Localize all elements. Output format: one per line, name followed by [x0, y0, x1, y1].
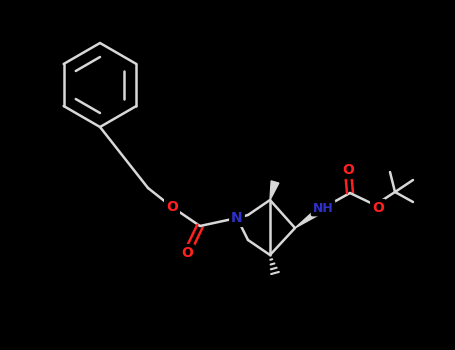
Text: O: O: [372, 201, 384, 215]
Text: O: O: [181, 246, 193, 260]
Polygon shape: [270, 181, 279, 200]
Text: NH: NH: [313, 202, 334, 215]
Text: N: N: [231, 211, 243, 225]
Text: O: O: [342, 163, 354, 177]
Text: O: O: [166, 200, 178, 214]
Polygon shape: [295, 205, 325, 228]
